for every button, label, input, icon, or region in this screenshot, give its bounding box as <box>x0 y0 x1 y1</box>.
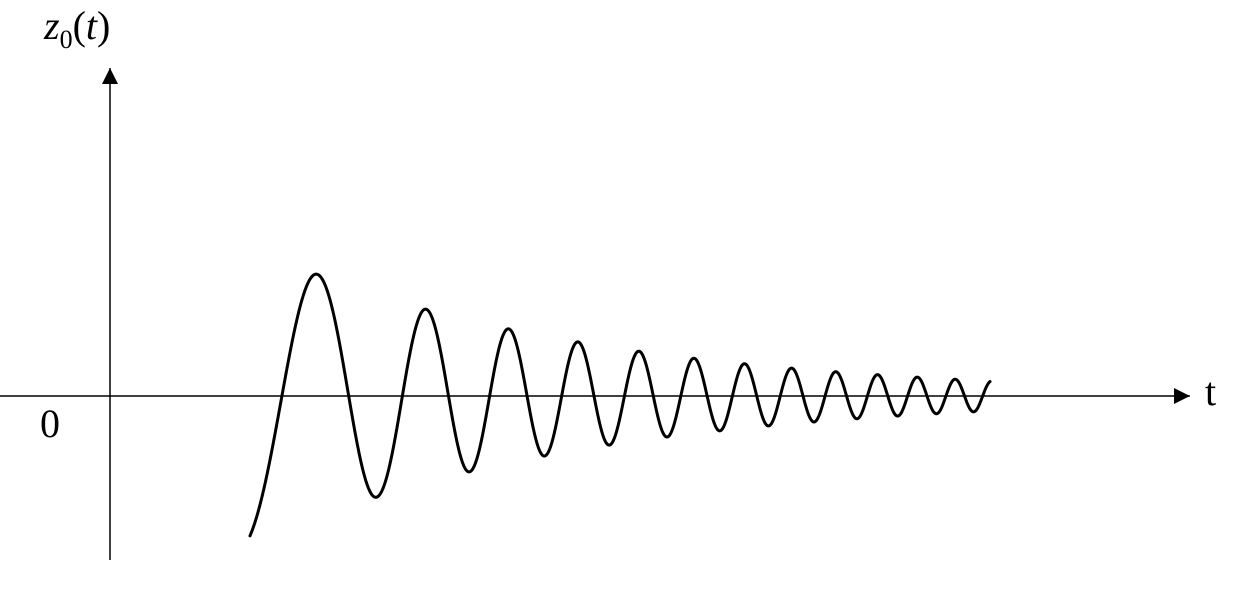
chirp-signal-curve <box>250 274 990 536</box>
plot-svg <box>0 0 1240 609</box>
y-axis-arrowhead <box>102 68 118 84</box>
figure-canvas: z0(t) t 0 <box>0 0 1240 609</box>
x-axis-arrowhead <box>1174 388 1190 404</box>
